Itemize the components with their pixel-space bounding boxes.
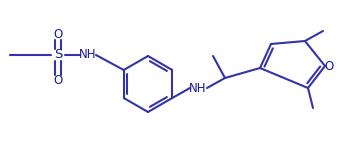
Text: NH: NH — [79, 49, 97, 61]
Text: O: O — [53, 73, 63, 86]
Text: O: O — [53, 29, 63, 41]
Text: NH: NH — [189, 81, 207, 95]
Text: O: O — [324, 59, 334, 73]
Text: S: S — [54, 49, 62, 61]
